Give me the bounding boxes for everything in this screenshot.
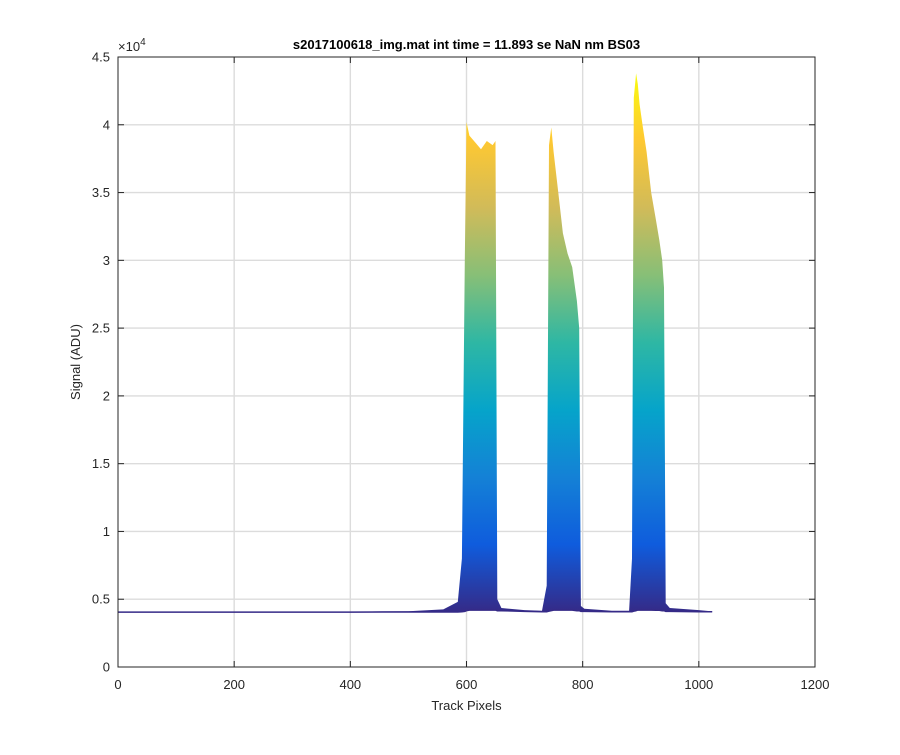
- y-exponent-power: 4: [140, 37, 146, 48]
- y-tick-label: 4: [103, 117, 110, 132]
- y-tick-label: 0.5: [92, 592, 110, 607]
- data-layer: [118, 73, 713, 613]
- x-tick-label: 600: [456, 677, 478, 692]
- y-tick-label: 2: [103, 388, 110, 403]
- x-tick-label: 1200: [801, 677, 830, 692]
- signal-baseline: [118, 609, 713, 613]
- x-axis-label: Track Pixels: [431, 698, 502, 713]
- x-tick-label: 800: [572, 677, 594, 692]
- y-tick-label: 3.5: [92, 185, 110, 200]
- y-exponent-label: ×104: [118, 37, 146, 54]
- y-tick-label: 3: [103, 253, 110, 268]
- y-tick-label: 0: [103, 660, 110, 675]
- y-tick-label: 1.5: [92, 456, 110, 471]
- chart-title: s2017100618_img.mat int time = 11.893 se…: [293, 37, 640, 52]
- x-tick-label: 1000: [684, 677, 713, 692]
- y-axis-label: Signal (ADU): [68, 324, 83, 400]
- y-tick-label: 2.5: [92, 321, 110, 336]
- x-tick-label: 400: [339, 677, 361, 692]
- y-exponent-base: ×10: [118, 39, 140, 54]
- x-tick-label: 0: [114, 677, 121, 692]
- y-tick-label: 4.5: [92, 50, 110, 65]
- signal-envelope: [118, 73, 713, 613]
- tick-labels: 0 200 400 600 800 1000 1200 0 0.5 1 1.5 2 2.5 3 3.5 4 4.…: [92, 50, 830, 693]
- x-tick-label: 200: [223, 677, 245, 692]
- y-tick-label: 1: [103, 524, 110, 539]
- ticks: [117, 56, 816, 668]
